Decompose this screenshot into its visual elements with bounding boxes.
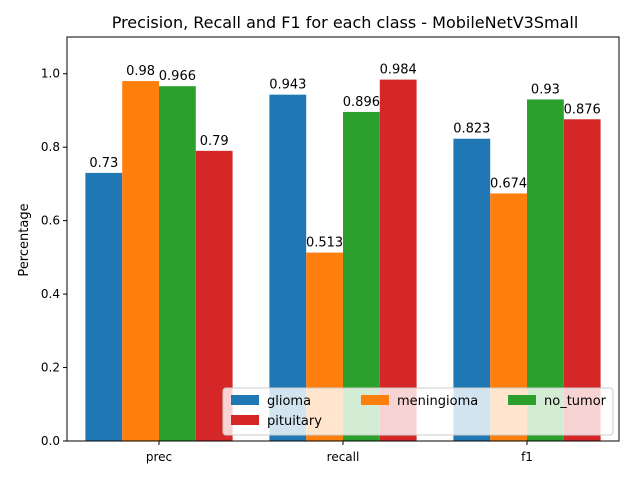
legend-label-pituitary: pituitary [267, 414, 322, 429]
data-label-glioma: 0.943 [269, 78, 306, 93]
legend: glioma meningioma no_tumor pituitary [222, 387, 614, 436]
y-tick-label: 1.0 [41, 67, 60, 81]
data-label-no_tumor: 0.966 [159, 69, 196, 84]
bars-layer [85, 79, 601, 442]
data-label-meningioma: 0.513 [306, 236, 343, 251]
plot-frame [66, 36, 620, 442]
data-label-glioma: 0.823 [453, 122, 490, 137]
x-tick-label: f1 [521, 450, 533, 464]
data-label-no_tumor: 0.896 [343, 95, 380, 110]
x-tick-label: recall [327, 450, 360, 464]
y-tick-label: 0.4 [41, 287, 60, 301]
data-label-glioma: 0.73 [89, 156, 118, 171]
legend-label-meningioma: meningioma [397, 394, 478, 409]
y-tick-label: 0.8 [41, 140, 60, 154]
legend-swatch-meningioma [361, 395, 389, 405]
bar-no_tumor [527, 99, 564, 441]
x-tick-label: prec [146, 450, 172, 464]
bar-glioma [85, 172, 123, 441]
legend-label-no_tumor: no_tumor [544, 394, 607, 409]
data-label-meningioma: 0.98 [126, 64, 155, 79]
data-label-no_tumor: 0.93 [531, 82, 560, 97]
data-label-pituitary: 0.876 [564, 102, 601, 117]
data-labels-layer: 0.73 0.943 0.823 0.98 0.513 0.674 0.966 0.896 0.… [89, 63, 600, 251]
data-label-pituitary: 0.984 [380, 63, 417, 78]
tick-layer: 0.0 0.2 0.4 0.6 0.8 1.0 prec recall f1 [41, 67, 533, 464]
bar-pituitary [379, 79, 417, 441]
legend-label-glioma: glioma [267, 394, 311, 409]
data-label-pituitary: 0.79 [200, 134, 229, 149]
y-axis-label: Percentage [17, 203, 32, 276]
y-tick-label: 0.6 [41, 214, 60, 228]
bar-pituitary [563, 119, 601, 441]
data-label-meningioma: 0.674 [490, 176, 527, 191]
y-tick-label: 0.0 [41, 434, 60, 448]
bar-no_tumor [343, 111, 380, 441]
bar-no_tumor [159, 86, 196, 442]
legend-swatch-glioma [231, 395, 259, 405]
bar-meningioma [122, 81, 159, 441]
chart-title: Precision, Recall and F1 for each class … [112, 13, 579, 32]
legend-swatch-pituitary [231, 415, 259, 425]
y-tick-label: 0.2 [41, 361, 60, 375]
bar-glioma [269, 94, 307, 442]
legend-swatch-no_tumor [508, 395, 536, 405]
